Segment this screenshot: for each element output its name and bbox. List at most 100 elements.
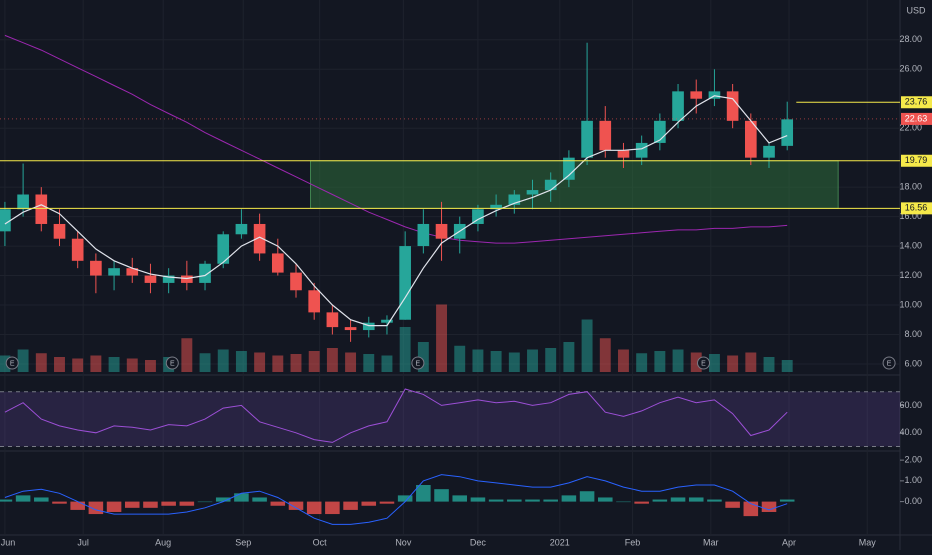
x-tick-label: 2021 bbox=[550, 537, 570, 547]
candle-body bbox=[672, 91, 684, 121]
volume-bar bbox=[290, 354, 302, 372]
candle-body bbox=[708, 91, 721, 99]
candle-body bbox=[344, 327, 357, 331]
rsi-line bbox=[4, 388, 788, 443]
macd-histogram-bar bbox=[143, 501, 158, 508]
macd-histogram-bar bbox=[707, 499, 722, 502]
volume-bar bbox=[363, 354, 375, 372]
volume-bar bbox=[54, 357, 65, 372]
long-moving-average bbox=[4, 34, 788, 244]
candle-body bbox=[599, 120, 612, 151]
candle-body bbox=[381, 319, 393, 323]
macd-histogram-bar bbox=[343, 501, 358, 510]
volume-bar bbox=[781, 360, 793, 372]
earnings-marker bbox=[5, 356, 19, 370]
macd-histogram-bar bbox=[215, 497, 231, 502]
candle-body bbox=[235, 223, 248, 235]
volume-bar bbox=[636, 353, 648, 372]
macd-histogram-bar bbox=[597, 497, 613, 502]
macd-histogram-bar bbox=[561, 495, 577, 502]
y-tick-label: 22.00 bbox=[899, 123, 922, 133]
macd-histogram-bar bbox=[525, 499, 540, 502]
candle-body bbox=[726, 91, 739, 121]
volume-bar bbox=[308, 351, 320, 372]
candle-body bbox=[654, 120, 666, 143]
candle-body bbox=[271, 253, 284, 273]
volume-bar bbox=[217, 349, 229, 372]
candle-body bbox=[508, 194, 521, 205]
candle-body bbox=[690, 91, 703, 99]
candle-body bbox=[217, 234, 230, 264]
currency-label: USD bbox=[906, 5, 926, 15]
macd-histogram-bar bbox=[488, 499, 504, 502]
volume-bar bbox=[235, 351, 247, 372]
level-tag bbox=[901, 96, 932, 109]
macd-histogram-bar bbox=[0, 499, 13, 502]
macd-histogram-bar bbox=[325, 501, 340, 515]
candle-body bbox=[290, 272, 302, 291]
macd-tick-label: 1.00 bbox=[904, 475, 922, 485]
candle-body bbox=[90, 260, 102, 276]
macd-histogram-bar bbox=[761, 501, 777, 512]
candle-body bbox=[399, 246, 411, 320]
candle-body bbox=[199, 263, 211, 283]
earnings-label: E bbox=[887, 360, 892, 367]
y-tick-label: 12.00 bbox=[899, 270, 922, 280]
candle-body bbox=[581, 120, 593, 158]
candle-body bbox=[308, 290, 321, 313]
volume-bar bbox=[527, 349, 538, 372]
candle-body bbox=[744, 120, 757, 158]
candle-body bbox=[253, 223, 266, 254]
candle-body bbox=[362, 322, 375, 331]
level-label: 19.79 bbox=[905, 155, 928, 165]
macd-histogram-bar bbox=[779, 499, 795, 502]
candle-body bbox=[326, 312, 339, 328]
y-tick-label: 8.00 bbox=[904, 329, 922, 339]
x-tick-label: Aug bbox=[155, 537, 171, 547]
x-tick-label: Sep bbox=[235, 537, 251, 547]
x-tick-label: Feb bbox=[625, 537, 641, 547]
macd-line bbox=[4, 474, 788, 525]
level-tag bbox=[901, 154, 932, 167]
volume-bar bbox=[417, 342, 429, 372]
macd-histogram-bar bbox=[688, 497, 704, 502]
earnings-marker bbox=[697, 356, 711, 370]
candle-body bbox=[144, 275, 157, 283]
volume-bar bbox=[708, 354, 720, 372]
candle-body bbox=[781, 119, 794, 146]
macd-histogram-bar bbox=[725, 501, 740, 508]
volume-bar bbox=[745, 352, 757, 372]
macd-histogram-bar bbox=[416, 485, 431, 502]
earnings-marker bbox=[165, 356, 179, 370]
macd-histogram-bar bbox=[70, 501, 85, 510]
volume-bar bbox=[454, 345, 466, 372]
macd-histogram-bar bbox=[124, 501, 140, 508]
earnings-label: E bbox=[701, 360, 706, 367]
x-tick-label: Jul bbox=[77, 537, 89, 547]
x-tick-label: May bbox=[859, 537, 877, 547]
macd-tick-label: 2.00 bbox=[904, 455, 922, 465]
volume-bar bbox=[381, 355, 393, 372]
macd-histogram-bar bbox=[379, 501, 395, 504]
candle-body bbox=[35, 194, 48, 224]
volume-bar bbox=[599, 338, 611, 372]
macd-tick-label: 0.00 bbox=[904, 496, 922, 506]
volume-bar bbox=[0, 355, 11, 372]
candle-body bbox=[490, 204, 502, 210]
volume-bar bbox=[690, 352, 702, 372]
level-tag bbox=[901, 202, 932, 215]
y-tick-label: 26.00 bbox=[899, 64, 922, 74]
y-tick-label: 16.00 bbox=[899, 211, 922, 221]
volume-bar bbox=[672, 349, 684, 372]
macd-histogram-bar bbox=[579, 491, 595, 502]
volume-bar bbox=[472, 349, 484, 372]
volume-bar bbox=[35, 353, 47, 372]
volume-bar bbox=[345, 352, 357, 372]
candle-body bbox=[563, 157, 575, 180]
candle-body bbox=[472, 209, 484, 224]
earnings-marker bbox=[411, 356, 425, 370]
macd-histogram-bar bbox=[179, 501, 195, 506]
volume-bar bbox=[563, 342, 575, 372]
candle-body bbox=[544, 179, 557, 191]
candle-body bbox=[71, 238, 84, 261]
